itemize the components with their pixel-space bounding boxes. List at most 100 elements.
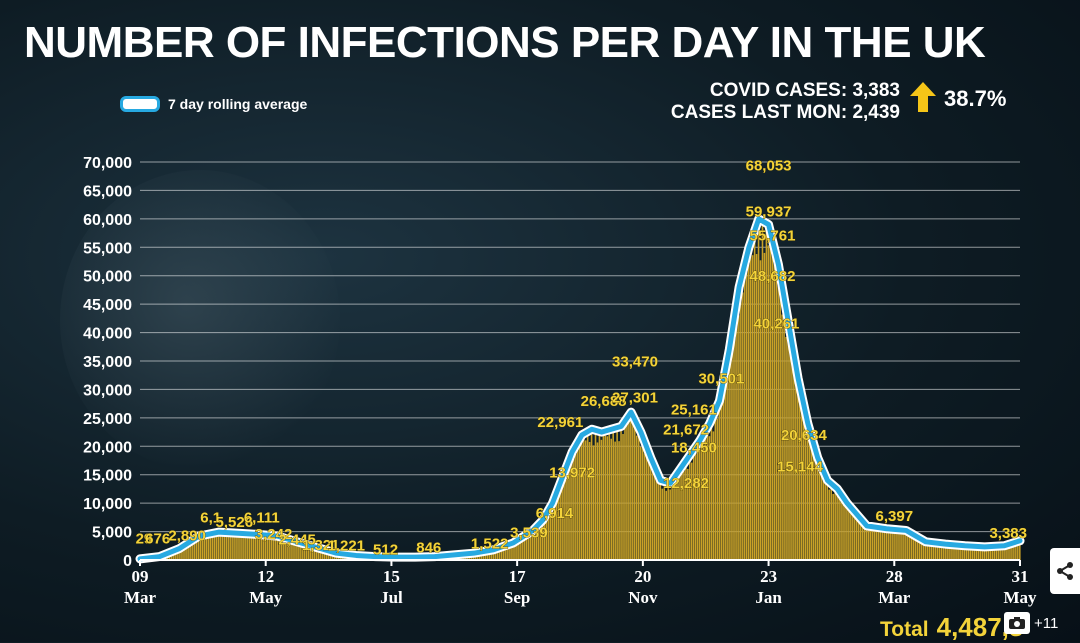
bar	[812, 444, 815, 560]
bar	[655, 473, 658, 560]
bar	[573, 449, 575, 560]
bar	[618, 441, 620, 560]
bar	[567, 472, 569, 560]
bar	[296, 542, 298, 560]
bar	[987, 547, 990, 560]
bar	[844, 502, 846, 560]
bar	[905, 533, 907, 560]
bar	[490, 550, 493, 560]
bar	[492, 549, 495, 560]
x-tick-month: May	[249, 588, 283, 607]
bar	[924, 541, 927, 560]
bar	[969, 547, 972, 560]
bar	[235, 533, 237, 560]
bar	[867, 527, 870, 560]
bar	[840, 498, 842, 560]
bar	[512, 543, 514, 560]
bar	[205, 534, 208, 560]
bar	[985, 547, 988, 560]
bar	[828, 489, 831, 560]
y-tick-label: 65,000	[83, 183, 132, 200]
bar	[1007, 545, 1009, 560]
bar	[883, 531, 886, 560]
bar	[679, 473, 681, 560]
bar	[830, 483, 833, 560]
bar	[486, 551, 489, 560]
bar	[252, 534, 255, 560]
bar	[494, 550, 497, 560]
bar	[773, 262, 776, 560]
camera-icon	[1004, 612, 1030, 634]
y-tick-label: 45,000	[83, 297, 132, 314]
data-label: 30,501	[698, 371, 744, 388]
data-label: 6,111	[244, 509, 280, 526]
bar	[763, 252, 766, 561]
bar	[816, 459, 819, 560]
bar	[632, 424, 634, 560]
bar	[694, 454, 697, 560]
bar	[822, 473, 825, 560]
bar	[227, 533, 229, 560]
bar	[854, 517, 856, 560]
bar	[885, 529, 888, 560]
bar	[219, 533, 222, 560]
gallery-button[interactable]: +11	[1004, 612, 1058, 634]
bar	[524, 537, 526, 560]
bar	[539, 522, 542, 560]
bar	[1017, 542, 1019, 560]
bar	[535, 527, 538, 560]
bar	[231, 533, 233, 560]
y-tick-label: 15,000	[83, 468, 132, 485]
bar	[525, 534, 528, 560]
chart-title: NUMBER OF INFECTIONS PER DAY IN THE UK	[24, 18, 986, 67]
bar	[753, 233, 756, 561]
bar	[233, 536, 235, 560]
bar	[634, 421, 636, 560]
data-label: 29	[136, 531, 153, 548]
bar	[500, 547, 503, 560]
bar	[759, 260, 762, 560]
bar	[732, 325, 734, 560]
covid-cases-stat: COVID CASES: 3,383	[709, 80, 900, 101]
x-tick-day: 15	[383, 567, 400, 586]
y-tick-label: 35,000	[83, 354, 132, 371]
bar	[738, 315, 740, 560]
y-tick-label: 30,000	[83, 382, 132, 399]
bar	[677, 474, 679, 560]
bar	[793, 365, 795, 560]
bar	[761, 221, 764, 561]
bar	[553, 501, 556, 560]
share-button[interactable]	[1050, 548, 1080, 594]
data-label: 3,242	[255, 526, 293, 543]
bar	[836, 494, 838, 560]
x-tick-month: Jul	[380, 588, 403, 607]
bar	[965, 546, 968, 560]
bar	[692, 449, 695, 560]
bar	[975, 546, 978, 560]
bar	[510, 544, 512, 560]
bar	[673, 481, 675, 560]
bar	[643, 453, 646, 560]
bar	[249, 534, 251, 560]
bar	[262, 537, 265, 560]
bar	[891, 530, 893, 560]
change-percent: 38.7%	[944, 86, 1007, 111]
bar	[624, 422, 626, 560]
total-cases: Total 4,487,3	[880, 612, 1023, 643]
x-tick-month: Sep	[504, 588, 530, 607]
bar	[282, 537, 284, 560]
bar	[710, 419, 713, 560]
bar	[225, 534, 228, 560]
bar	[934, 544, 937, 560]
bar	[561, 478, 563, 560]
bar	[948, 545, 950, 560]
bar	[302, 544, 304, 560]
data-label: 40,261	[753, 316, 799, 333]
bar	[958, 545, 960, 560]
bar	[659, 480, 662, 560]
bar	[871, 528, 874, 560]
bar	[612, 429, 614, 560]
bar	[571, 462, 573, 560]
bar	[580, 439, 583, 560]
